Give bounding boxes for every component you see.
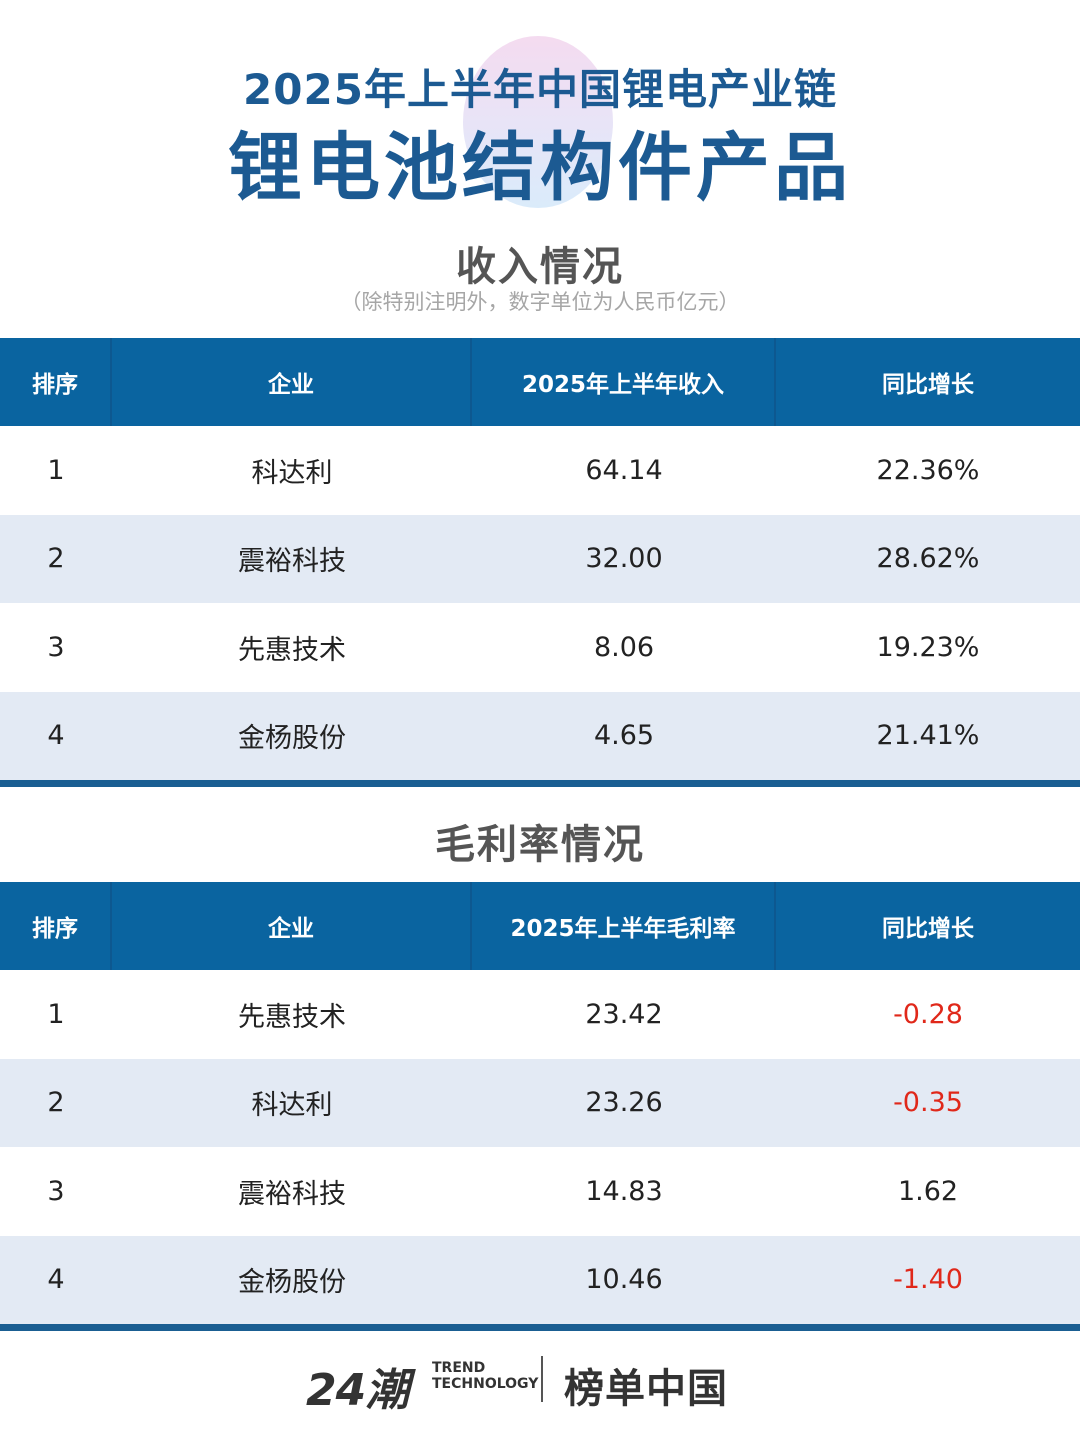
col-header-margin: 2025年上半年毛利率 bbox=[472, 882, 776, 970]
col-header-company: 企业 bbox=[112, 882, 472, 970]
table-row: 3 震裕科技 14.83 1.62 bbox=[0, 1147, 1080, 1236]
rank-cell: 2 bbox=[47, 1087, 65, 1119]
growth-cell: -1.40 bbox=[893, 1264, 963, 1296]
brand-logo-24chao: 24潮 bbox=[306, 1365, 409, 1416]
growth-cell: 21.41% bbox=[876, 720, 980, 752]
company-cell: 科达利 bbox=[251, 1090, 333, 1122]
col-header-company: 企业 bbox=[112, 338, 472, 426]
page-title-line2: 锂电池结构件产品 bbox=[228, 125, 852, 211]
rank-cell: 1 bbox=[47, 998, 65, 1030]
table-row: 2 震裕科技 32.00 28.62% bbox=[0, 514, 1080, 603]
table-row: 1 科达利 64.14 22.36% bbox=[0, 426, 1080, 515]
value-cell: 23.42 bbox=[585, 998, 663, 1030]
margin-table-header: 排序 企业 2025年上半年毛利率 同比增长 bbox=[0, 882, 1080, 970]
col-header-revenue: 2025年上半年收入 bbox=[472, 338, 776, 426]
table-row: 2 科达利 23.26 -0.35 bbox=[0, 1058, 1080, 1147]
brand-tagline: TREND TECHNOLOGY bbox=[432, 1360, 538, 1392]
company-cell: 科达利 bbox=[251, 457, 333, 489]
page-header: 2025年上半年中国锂电产业链 锂电池结构件产品 bbox=[0, 0, 1080, 220]
value-cell: 14.83 bbox=[585, 1175, 663, 1207]
growth-cell: 28.62% bbox=[876, 543, 980, 575]
rank-cell: 4 bbox=[47, 1264, 65, 1296]
value-cell: 8.06 bbox=[593, 631, 655, 663]
margin-section-title: 毛利率情况 bbox=[435, 822, 645, 868]
page-title-line1: 2025年上半年中国锂电产业链 bbox=[243, 65, 837, 114]
footer-branding: 24潮 TREND TECHNOLOGY 榜单中国 bbox=[0, 1350, 1080, 1416]
table-bottom-border bbox=[0, 780, 1080, 787]
value-cell: 32.00 bbox=[585, 543, 663, 575]
growth-cell: -0.35 bbox=[893, 1087, 963, 1119]
company-cell: 震裕科技 bbox=[238, 546, 346, 578]
value-cell: 23.26 bbox=[585, 1087, 663, 1119]
brand-divider bbox=[541, 1356, 543, 1402]
company-cell: 先惠技术 bbox=[238, 1001, 346, 1033]
brand-tagline-line1: TREND bbox=[432, 1360, 486, 1376]
value-cell: 64.14 bbox=[585, 454, 663, 486]
revenue-section-title: 收入情况 bbox=[456, 244, 624, 290]
col-header-growth: 同比增长 bbox=[882, 372, 974, 398]
table-row: 3 先惠技术 8.06 19.23% bbox=[0, 603, 1080, 692]
table-bottom-border bbox=[0, 1324, 1080, 1331]
col-header-rank: 排序 bbox=[0, 338, 112, 426]
rank-cell: 2 bbox=[47, 543, 65, 575]
growth-cell: 22.36% bbox=[876, 454, 980, 486]
rank-cell: 4 bbox=[47, 720, 65, 752]
growth-cell: 19.23% bbox=[876, 631, 980, 663]
rank-cell: 3 bbox=[47, 631, 65, 663]
margin-table: 排序 企业 2025年上半年毛利率 同比增长 1 先惠技术 23.42 -0.2… bbox=[0, 882, 1080, 1331]
growth-cell: -0.28 bbox=[893, 998, 963, 1030]
company-cell: 金杨股份 bbox=[238, 1267, 346, 1299]
rank-cell: 3 bbox=[47, 1175, 65, 1207]
value-cell: 4.65 bbox=[593, 720, 655, 752]
company-cell: 金杨股份 bbox=[238, 723, 346, 755]
value-cell: 10.46 bbox=[585, 1264, 663, 1296]
col-header-rank: 排序 bbox=[0, 882, 112, 970]
table-row: 4 金杨股份 10.46 -1.40 bbox=[0, 1235, 1080, 1324]
table-row: 4 金杨股份 4.65 21.41% bbox=[0, 691, 1080, 780]
company-cell: 震裕科技 bbox=[238, 1178, 346, 1210]
revenue-table-header: 排序 企业 2025年上半年收入 同比增长 bbox=[0, 338, 1080, 426]
company-cell: 先惠技术 bbox=[238, 634, 346, 666]
col-header-growth: 同比增长 bbox=[882, 916, 974, 942]
table-row: 1 先惠技术 23.42 -0.28 bbox=[0, 970, 1080, 1059]
brand-logo-bangdan: 榜单中国 bbox=[564, 1366, 728, 1412]
background-logo-circle bbox=[463, 36, 613, 208]
rank-cell: 1 bbox=[47, 454, 65, 486]
revenue-table: 排序 企业 2025年上半年收入 同比增长 1 科达利 64.14 22.36%… bbox=[0, 338, 1080, 787]
brand-tagline-line2: TECHNOLOGY bbox=[432, 1376, 539, 1392]
growth-cell: 1.62 bbox=[897, 1175, 959, 1207]
unit-note: （除特别注明外，数字单位为人民币亿元） bbox=[340, 290, 740, 314]
